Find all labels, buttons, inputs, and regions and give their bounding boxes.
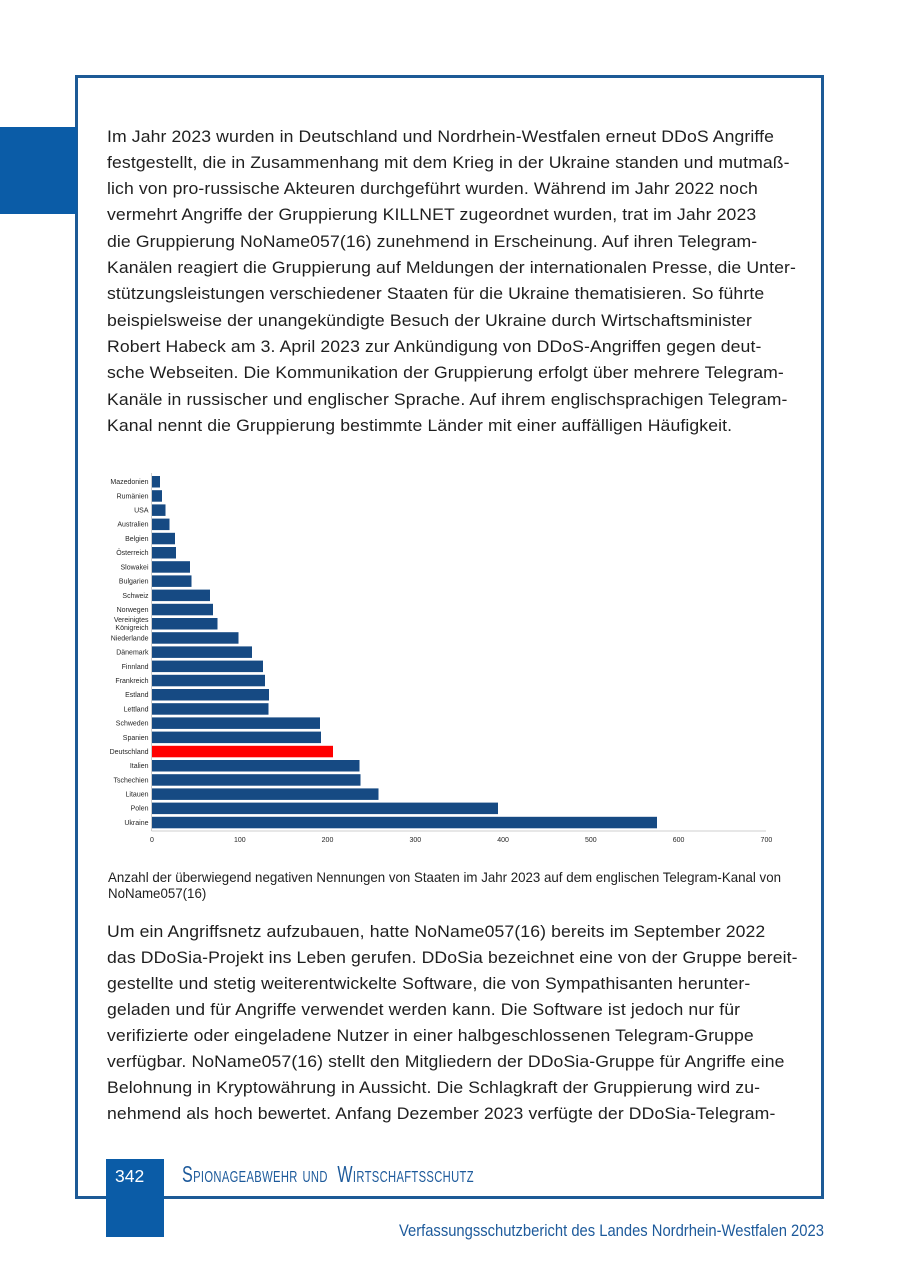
svg-text:Königreich: Königreich: [115, 625, 148, 632]
svg-text:Rumänien: Rumänien: [117, 493, 149, 500]
svg-text:Dänemark: Dänemark: [116, 650, 149, 657]
svg-text:0: 0: [150, 837, 154, 844]
svg-text:Slowakei: Slowakei: [120, 564, 148, 571]
svg-text:Ukraine: Ukraine: [124, 820, 148, 827]
svg-text:600: 600: [673, 837, 685, 844]
svg-text:Schweiz: Schweiz: [122, 593, 149, 600]
svg-text:400: 400: [497, 837, 509, 844]
svg-text:Australien: Australien: [117, 522, 148, 529]
svg-text:Mazedonien: Mazedonien: [110, 479, 148, 486]
svg-text:700: 700: [761, 837, 773, 844]
svg-text:Frankreich: Frankreich: [115, 678, 148, 685]
svg-text:Finnland: Finnland: [122, 664, 149, 671]
svg-text:Bulgarien: Bulgarien: [119, 579, 149, 586]
svg-text:Österreich: Österreich: [116, 549, 148, 557]
svg-text:300: 300: [409, 837, 421, 844]
svg-text:Niederlande: Niederlande: [111, 635, 149, 642]
svg-text:Vereinigtes: Vereinigtes: [114, 617, 149, 624]
svg-text:Litauen: Litauen: [126, 792, 149, 799]
svg-text:Spanien: Spanien: [123, 735, 149, 742]
svg-text:500: 500: [585, 837, 597, 844]
svg-text:Italien: Italien: [130, 763, 149, 770]
svg-text:Lettland: Lettland: [124, 706, 149, 713]
svg-text:Schweden: Schweden: [116, 721, 149, 728]
svg-text:Belgien: Belgien: [125, 536, 148, 543]
svg-text:100: 100: [234, 837, 246, 844]
svg-text:Tschechien: Tschechien: [113, 777, 148, 784]
svg-text:Polen: Polen: [131, 806, 149, 813]
svg-text:Estland: Estland: [125, 692, 148, 699]
svg-text:Norwegen: Norwegen: [117, 607, 149, 614]
svg-text:200: 200: [322, 837, 334, 844]
svg-text:Deutschland: Deutschland: [110, 749, 149, 756]
svg-text:USA: USA: [134, 508, 149, 515]
